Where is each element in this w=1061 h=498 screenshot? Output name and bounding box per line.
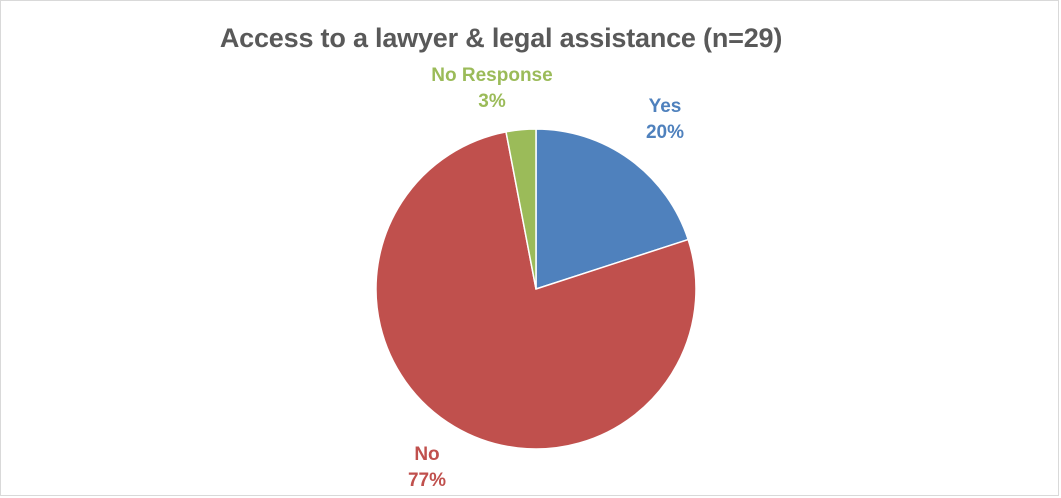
pie-slice-yes — [535, 128, 690, 291]
data-label-category: No Response — [431, 65, 552, 86]
pie-slice-no-response — [505, 128, 537, 290]
data-label-percent: 3% — [478, 91, 506, 112]
data-label-percent: 20% — [646, 122, 684, 143]
data-label-category: No — [414, 444, 439, 465]
chart-title: Access to a lawyer & legal assistance (n… — [219, 23, 783, 53]
pie-slice-no — [375, 130, 697, 450]
data-label-category: Yes — [649, 96, 682, 117]
data-label-percent: 77% — [408, 470, 446, 491]
